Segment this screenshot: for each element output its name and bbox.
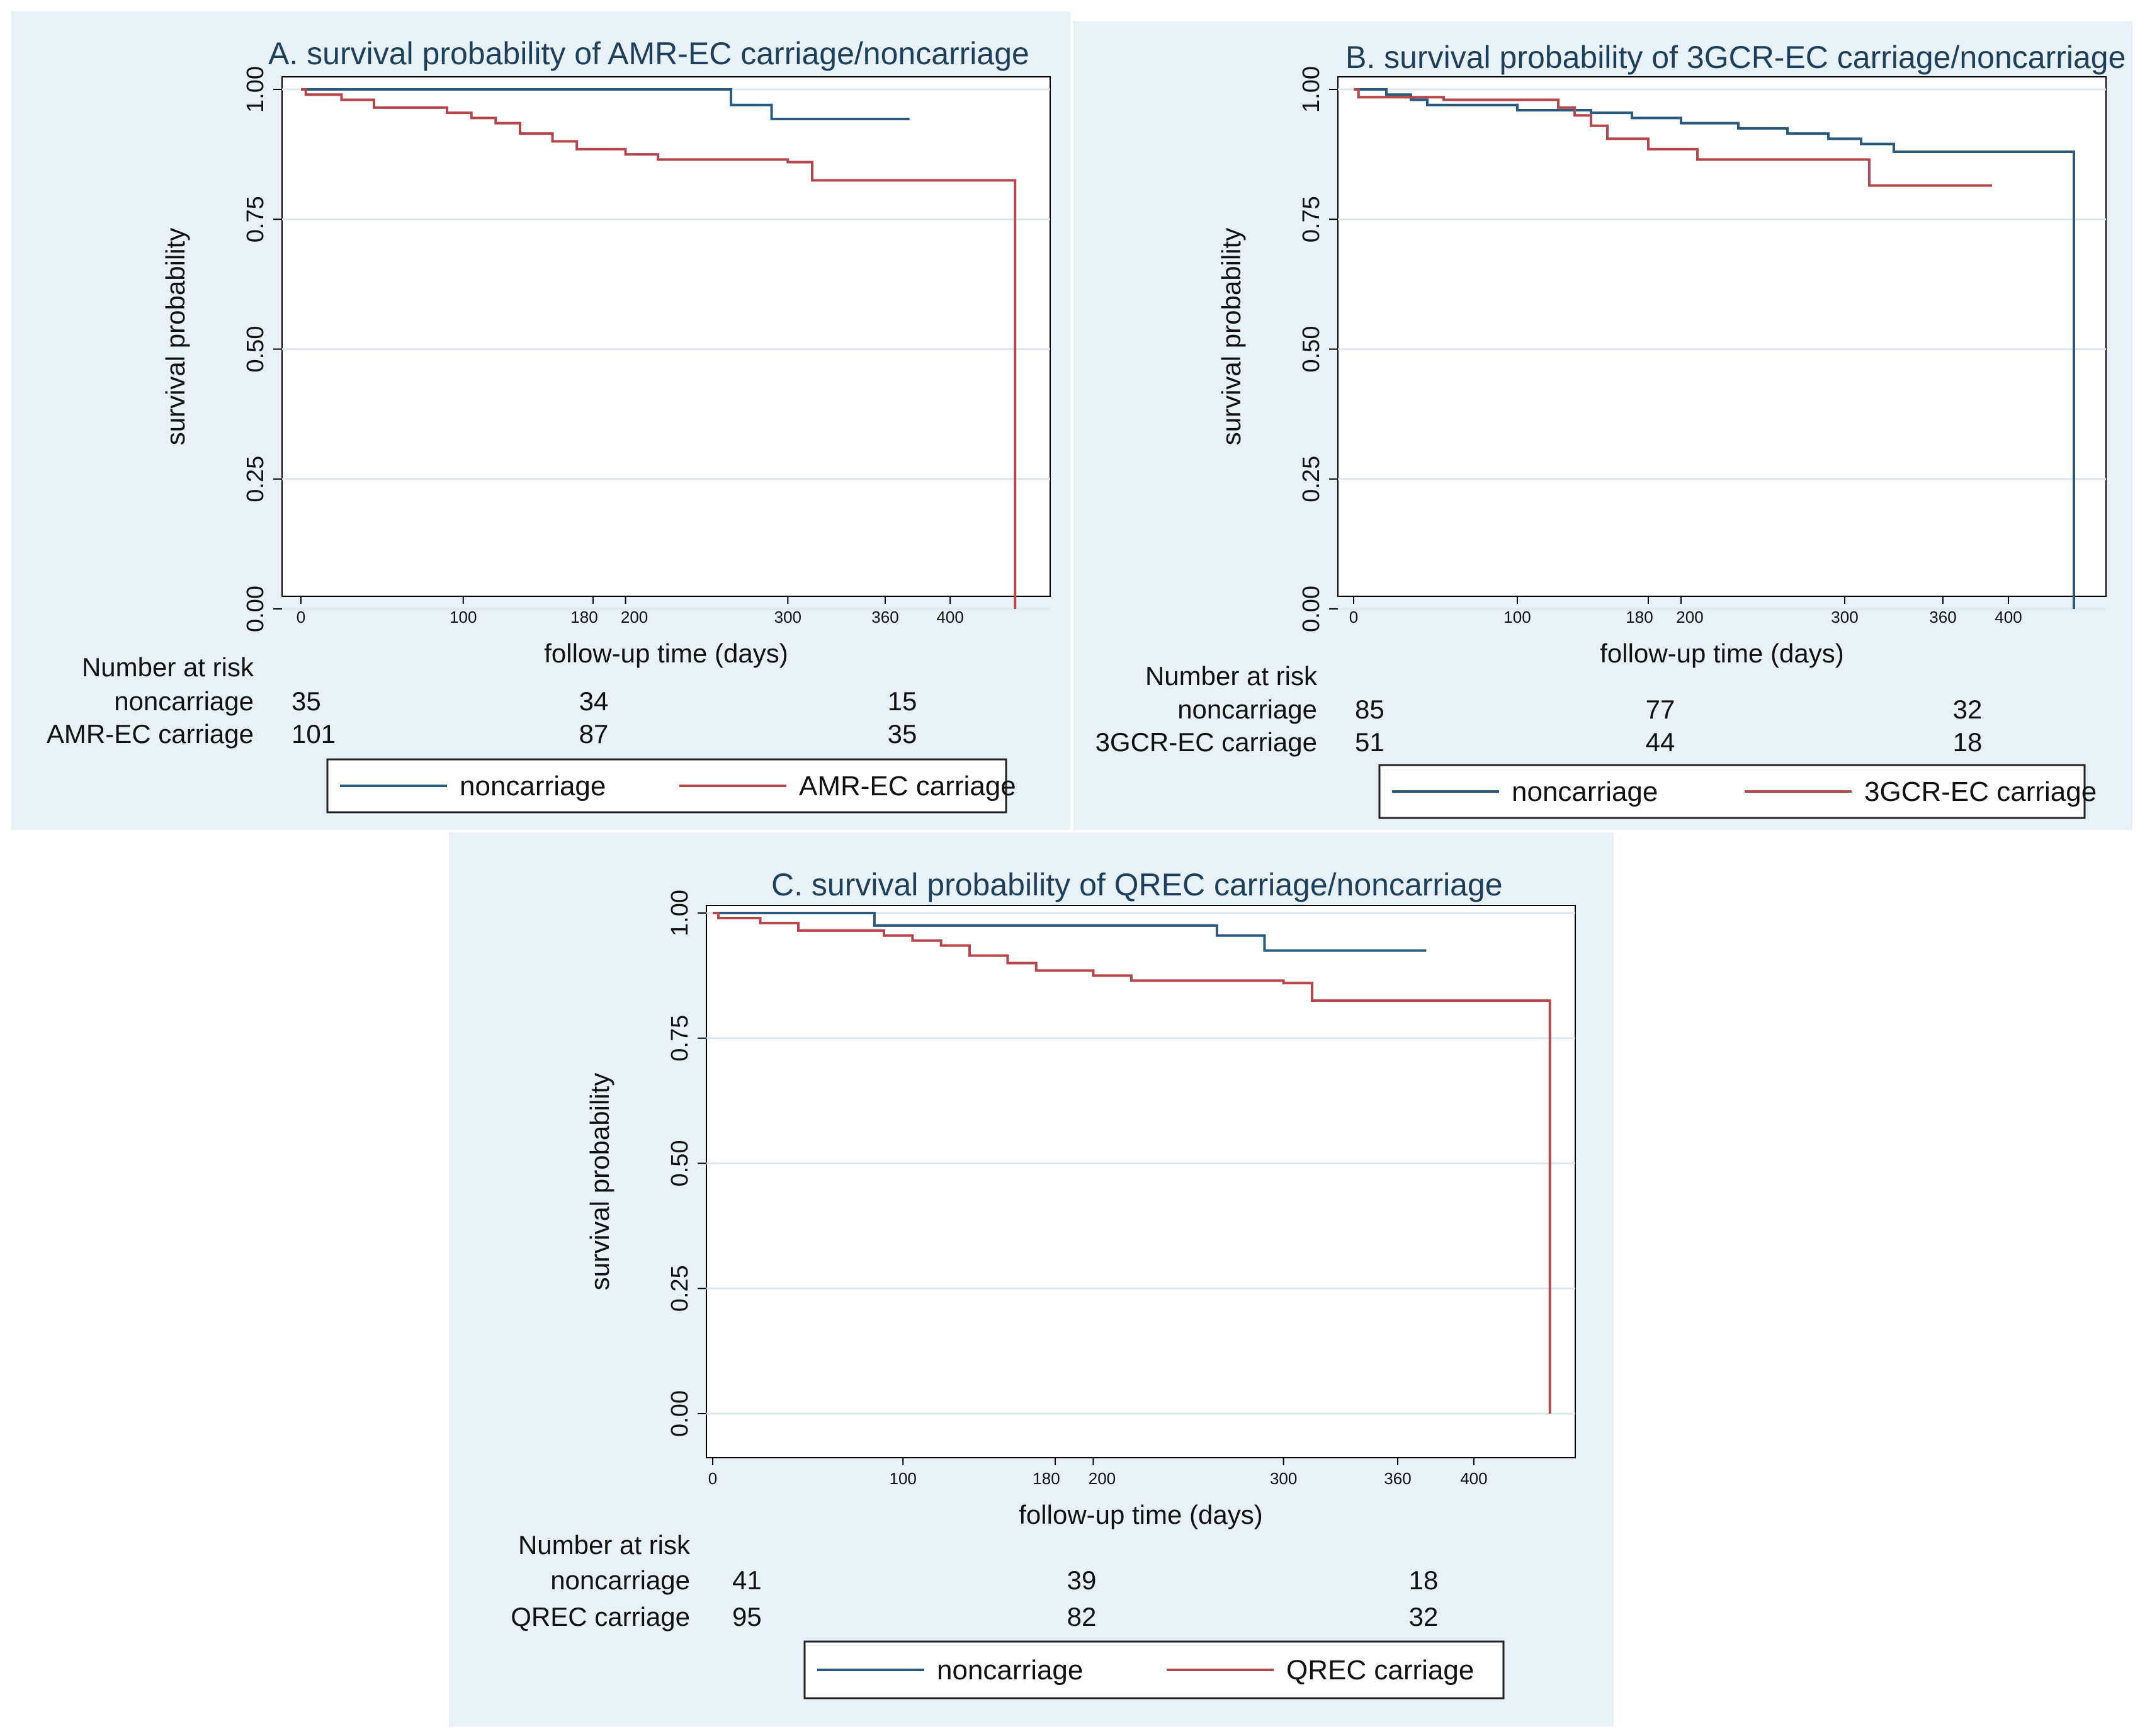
legend-label-1: AMR-EC carriage [799, 771, 1016, 802]
legend-label-0: noncarriage [937, 1655, 1083, 1686]
risk-value: 32 [1953, 695, 1983, 724]
x-tick-label: 300 [1831, 608, 1858, 627]
series-line-1 [301, 88, 1017, 609]
series-line-1 [1354, 88, 1992, 187]
x-axis-title: follow-up time (days) [544, 638, 788, 668]
y-tick-label: 0.25 [1298, 456, 1325, 502]
legend-label-1: QREC carriage [1286, 1655, 1474, 1686]
y-tick-label: 0.75 [1298, 196, 1325, 242]
x-tick-label: 360 [871, 608, 898, 627]
y-axis-title: survival probability [161, 228, 190, 445]
risk-table-heading: Number at risk [518, 1530, 691, 1560]
y-tick-label: 0.75 [667, 1015, 693, 1062]
risk-value: 51 [1355, 727, 1384, 757]
risk-table-heading: Number at risk [82, 652, 254, 682]
chart-1: B. survival probability of 3GCR-EC carri… [1095, 40, 2126, 819]
risk-value: 85 [1355, 695, 1384, 724]
y-tick-label: 0.75 [242, 196, 269, 242]
chart-2: C. survival probability of QREC carriage… [511, 867, 1576, 1699]
x-tick-label: 200 [1089, 1469, 1116, 1488]
x-tick-label: 100 [450, 608, 477, 627]
y-tick-label: 0.50 [242, 326, 269, 373]
risk-row-label: AMR-EC carriage [47, 719, 254, 749]
plot-area [1337, 76, 2107, 597]
legend-label-1: 3GCR-EC carriage [1864, 776, 2097, 807]
risk-value: 44 [1646, 727, 1675, 757]
risk-value: 41 [732, 1565, 762, 1595]
risk-row-label: noncarriage [1177, 695, 1317, 724]
panel-b: B. survival probability of 3GCR-EC carri… [1073, 21, 2132, 830]
risk-value: 39 [1067, 1565, 1097, 1595]
y-tick-label: 1.00 [1298, 66, 1325, 113]
plot-area [706, 905, 1576, 1458]
series-line-0 [301, 88, 910, 121]
y-tick-label: 0.00 [1298, 586, 1325, 632]
risk-value: 35 [292, 686, 321, 716]
legend-label-0: noncarriage [1512, 776, 1658, 807]
chart-title: A. survival probability of AMR-EC carria… [268, 36, 1029, 71]
risk-row-label: 3GCR-EC carriage [1095, 727, 1317, 757]
risk-value: 95 [732, 1602, 762, 1631]
risk-value: 32 [1409, 1602, 1439, 1631]
risk-value: 34 [579, 686, 609, 716]
risk-value: 18 [1953, 727, 1983, 757]
series-line-1 [713, 912, 1551, 1414]
chart-title: B. survival probability of 3GCR-EC carri… [1345, 40, 2126, 75]
risk-value: 35 [888, 719, 917, 749]
risk-value: 18 [1409, 1565, 1439, 1595]
risk-row-label: noncarriage [114, 686, 254, 716]
x-tick-label: 100 [890, 1469, 917, 1488]
risk-row-label: QREC carriage [511, 1602, 690, 1631]
y-axis-title: survival probability [585, 1073, 614, 1290]
x-tick-label: 180 [1033, 1469, 1060, 1488]
y-tick-label: 1.00 [242, 66, 269, 113]
risk-value: 77 [1646, 695, 1675, 724]
x-tick-label: 300 [1270, 1469, 1297, 1488]
panel-c: C. survival probability of QREC carriage… [449, 832, 1614, 1727]
legend-label-0: noncarriage [460, 771, 606, 802]
x-tick-label: 200 [621, 608, 648, 627]
y-tick-label: 0.25 [667, 1265, 693, 1312]
risk-table-heading: Number at risk [1145, 661, 1318, 691]
x-tick-label: 180 [570, 608, 597, 627]
x-tick-label: 300 [774, 608, 801, 627]
y-tick-label: 0.00 [667, 1390, 693, 1437]
series-line-0 [713, 912, 1427, 952]
x-tick-label: 0 [708, 1469, 717, 1488]
x-axis-title: follow-up time (days) [1600, 638, 1843, 668]
y-tick-label: 0.00 [242, 586, 269, 632]
x-tick-label: 100 [1503, 608, 1531, 627]
x-tick-label: 0 [1349, 608, 1358, 627]
chart-title: C. survival probability of QREC carriage… [771, 867, 1503, 902]
y-tick-label: 0.50 [1298, 326, 1325, 373]
risk-value: 87 [579, 719, 609, 749]
y-tick-label: 0.50 [667, 1140, 693, 1187]
x-tick-label: 0 [297, 608, 305, 627]
x-tick-label: 400 [1995, 608, 2022, 627]
y-axis-title: survival probability [1216, 228, 1246, 445]
x-tick-label: 180 [1626, 608, 1653, 627]
y-tick-label: 0.25 [242, 456, 269, 502]
risk-row-label: noncarriage [550, 1565, 690, 1595]
x-tick-label: 400 [1460, 1469, 1487, 1488]
plot-area [281, 76, 1051, 597]
panel-a: A. survival probability of AMR-EC carria… [11, 11, 1070, 830]
x-tick-label: 360 [1384, 1469, 1411, 1488]
y-tick-label: 1.00 [667, 890, 693, 936]
risk-value: 82 [1067, 1602, 1097, 1631]
x-tick-label: 400 [936, 608, 963, 627]
x-tick-label: 360 [1929, 608, 1956, 627]
x-axis-title: follow-up time (days) [1019, 1500, 1262, 1529]
x-tick-label: 200 [1676, 608, 1703, 627]
risk-value: 15 [888, 686, 917, 716]
risk-value: 101 [292, 719, 336, 749]
chart-0: A. survival probability of AMR-EC carria… [47, 36, 1051, 814]
